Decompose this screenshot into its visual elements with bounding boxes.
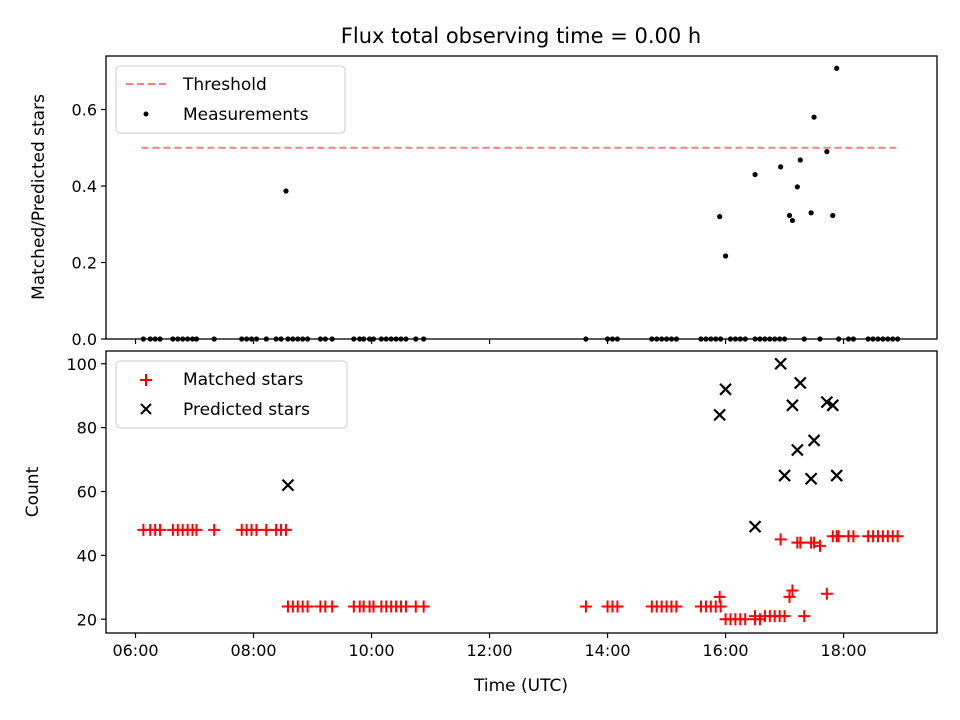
legend-predicted-label: Predicted stars bbox=[183, 400, 310, 420]
predicted-stars-point-6 bbox=[786, 399, 799, 412]
x-tick-label-6: 18:00 bbox=[821, 641, 867, 660]
predicted-stars-point-3 bbox=[748, 520, 762, 533]
predicted-stars-point-9 bbox=[804, 472, 818, 486]
ratio-y-tick-label-2: 0.4 bbox=[72, 177, 97, 196]
x-tick-label-0: 06:00 bbox=[112, 641, 158, 660]
matched-stars-point-71 bbox=[786, 584, 799, 597]
ratio-y-tick-label-1: 0.2 bbox=[72, 254, 97, 273]
measurements-point-56 bbox=[722, 253, 729, 259]
x-tick-label-5: 16:00 bbox=[703, 641, 749, 660]
matched-stars-point-67 bbox=[749, 610, 762, 623]
matched-stars-point-83 bbox=[847, 530, 860, 543]
x-tick-label-4: 14:00 bbox=[584, 641, 630, 660]
legend-measurements-swatch bbox=[143, 111, 149, 117]
matched-stars-point-81 bbox=[830, 530, 843, 543]
matched-stars-point-26 bbox=[326, 600, 339, 613]
counts-y-tick-label-0: 20 bbox=[77, 610, 97, 629]
x-tick-label-3: 12:00 bbox=[466, 641, 512, 660]
ratio-y-tick-label-3: 0.6 bbox=[72, 101, 97, 120]
x-axis-label: Time (UTC) bbox=[473, 676, 568, 696]
measurements-point-75 bbox=[808, 210, 814, 216]
predicted-stars-point-13 bbox=[830, 469, 843, 482]
measurements-point-78 bbox=[824, 149, 830, 155]
counts-x-ticks: 06:00 08:00 10:00 12:00 14:00 16:00 18:00 bbox=[112, 633, 867, 660]
counts-y-tick-label-3: 80 bbox=[77, 419, 97, 438]
matched-stars-point-69 bbox=[778, 610, 791, 623]
counts-y-ticks: 20 40 60 80 100 bbox=[66, 355, 106, 629]
counts-legend-box bbox=[115, 360, 348, 429]
predicted-stars-point-8 bbox=[794, 376, 807, 390]
x-tick-label-1: 08:00 bbox=[230, 641, 276, 660]
ratio-legend-box bbox=[115, 65, 346, 134]
measurements-point-76 bbox=[811, 114, 817, 120]
legend-measurements-label: Measurements bbox=[183, 105, 309, 125]
predicted-stars-point-12 bbox=[826, 399, 840, 412]
legend-predicted-swatch bbox=[140, 403, 152, 415]
measurements-point-70 bbox=[786, 212, 793, 219]
predicted-stars-point-4 bbox=[774, 357, 787, 371]
matched-stars-point-43 bbox=[611, 600, 624, 613]
chart-title: Flux total observing time = 0.00 h bbox=[341, 24, 701, 48]
predicted-stars-point-7 bbox=[791, 443, 804, 457]
ratio-legend: Threshold Measurements bbox=[115, 65, 346, 134]
matched-stars-point-3 bbox=[154, 523, 167, 536]
matched-stars-point-40 bbox=[579, 600, 592, 613]
measurements-point-68 bbox=[778, 164, 784, 170]
matched-stars-point-49 bbox=[670, 600, 683, 613]
measurements-point-55 bbox=[717, 214, 723, 220]
matched-stars-point-74 bbox=[798, 610, 811, 623]
predicted-stars-point-2 bbox=[719, 383, 732, 396]
predicted-stars-point-0 bbox=[281, 478, 295, 492]
matched-stars-point-55 bbox=[713, 590, 726, 603]
matched-stars-point-68 bbox=[774, 533, 787, 546]
measurements-point-19 bbox=[283, 188, 289, 194]
legend-matched-label: Matched stars bbox=[183, 370, 303, 390]
matched-stars-point-9 bbox=[190, 523, 203, 536]
counts-y-tick-label-4: 100 bbox=[66, 355, 97, 374]
counts-legend: Matched stars Predicted stars bbox=[115, 360, 348, 429]
measurements-point-71 bbox=[789, 217, 796, 224]
legend-threshold-label: Threshold bbox=[182, 75, 267, 95]
matched-stars-point-39 bbox=[417, 600, 430, 613]
counts-marks bbox=[137, 357, 904, 626]
matched-stars-point-18 bbox=[279, 523, 292, 536]
counts-y-tick-label-1: 40 bbox=[77, 546, 97, 565]
ratio-panel: 0.0 0.2 0.4 0.6 Matched/Predicted stars Thr… bbox=[29, 55, 938, 349]
counts-y-axis-label: Count bbox=[23, 466, 43, 517]
measurements-point-67 bbox=[752, 171, 758, 178]
matched-stars-point-77 bbox=[813, 539, 826, 552]
ratio-y-tick-label-0: 0.0 bbox=[72, 330, 97, 349]
ratio-y-axis-label: Matched/Predicted stars bbox=[29, 94, 49, 300]
matched-stars-point-78 bbox=[820, 587, 833, 600]
matched-stars-point-73 bbox=[794, 536, 807, 549]
matched-stars-point-23 bbox=[301, 600, 314, 613]
predicted-stars-point-1 bbox=[713, 408, 726, 422]
measurements-point-79 bbox=[830, 212, 836, 219]
counts-axes-frame bbox=[105, 350, 938, 634]
ratio-y-ticks: 0.0 0.2 0.4 0.6 bbox=[72, 101, 106, 349]
predicted-stars-point-5 bbox=[778, 469, 791, 482]
measurements-point-81 bbox=[834, 65, 840, 71]
ratio-axes-frame bbox=[105, 55, 938, 340]
measurements-point-72 bbox=[794, 184, 800, 190]
measurements-point-73 bbox=[797, 157, 803, 163]
matched-stars-point-10 bbox=[208, 523, 221, 536]
x-tick-label-2: 10:00 bbox=[348, 641, 394, 660]
legend-matched-swatch bbox=[140, 374, 152, 386]
matched-stars-point-70 bbox=[783, 590, 796, 603]
counts-y-tick-label-2: 60 bbox=[77, 483, 97, 502]
matched-stars-point-90 bbox=[891, 530, 904, 543]
predicted-stars-point-11 bbox=[820, 395, 834, 409]
counts-panel: 20 40 60 80 100 06:00 08:00 10:00 12:00 14:00 16:… bbox=[23, 350, 938, 696]
predicted-stars-point-10 bbox=[807, 434, 821, 447]
